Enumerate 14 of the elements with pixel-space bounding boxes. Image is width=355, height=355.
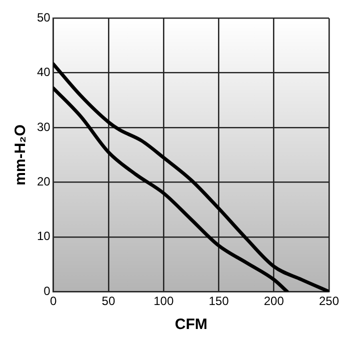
- line-series: [53, 86, 289, 292]
- x-axis-title: CFM: [174, 316, 208, 334]
- x-tick-label: 100: [154, 294, 174, 308]
- x-tick-label: 150: [208, 294, 230, 308]
- y-tick-label: 30: [36, 120, 51, 134]
- y-tick-label: 10: [36, 229, 51, 244]
- x-tick-label: 50: [102, 294, 116, 308]
- y-tick-label: 0: [44, 284, 51, 298]
- y-axis-title: mm-H₂O: [12, 124, 30, 186]
- y-tick-label: 40: [36, 65, 51, 80]
- x-tick-label: 200: [264, 294, 284, 308]
- x-tick-label: 250: [318, 294, 340, 308]
- y-tick-label: 50: [36, 10, 51, 25]
- y-tick-label: 20: [36, 174, 51, 189]
